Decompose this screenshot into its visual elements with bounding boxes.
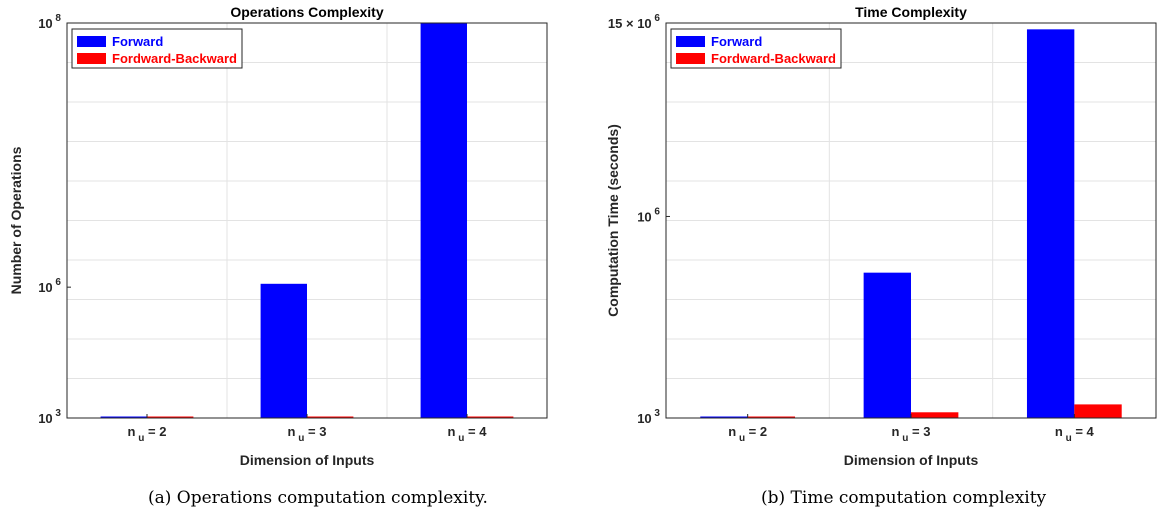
chart-time-complexity: n u = 2 n u = 3 n u = 4 10 3 10 6 15 × 10 6 Ti… [583,0,1166,485]
chart-svg-operations: n u = 2 n u = 3 n u = 4 10 3 10 6 10 8 Operati… [8,4,548,468]
grid [666,23,1156,418]
bar-forward-1 [700,416,748,418]
y-tick-label: 15 × 10 6 [608,13,661,31]
bar-fordward-backward-3 [1074,404,1122,418]
x-tick-label: n u = 2 [728,424,767,444]
bar-fordward-backward-2 [911,412,959,418]
x-tick-label: n u = 4 [448,424,488,444]
x-tick-label: n u = 3 [288,424,327,444]
y-tick-label: 10 6 [38,277,61,295]
bar-fordward-backward-3 [467,416,514,418]
y-tick-label: 10 6 [637,206,660,224]
legend-swatch-fordward-backward [77,53,106,64]
chart-title: Time Complexity [855,4,967,20]
legend-swatch-forward [77,36,106,47]
legend-swatch-forward [676,36,705,47]
bar-forward-2 [260,283,307,418]
caption-operations: (a) Operations computation complexity. [148,488,488,508]
chart-operations-complexity: n u = 2 n u = 3 n u = 4 10 3 10 6 10 8 Operati… [0,0,583,485]
chart-title: Operations Complexity [230,4,383,20]
x-axis-label: Dimension of Inputs [240,452,375,468]
x-tick-label: n u = 4 [1055,424,1095,444]
series-forward [700,29,1075,419]
legend: Forward Fordward-Backward [71,28,243,69]
legend-label-forward: Forward [112,34,163,49]
bar-forward-3 [420,23,467,418]
series-fordward-backward [747,404,1122,418]
legend-label-fordward-backward: Fordward-Backward [112,51,237,66]
series-fordward-backward [147,416,514,418]
x-tick-label: n u = 3 [892,424,931,444]
bar-fordward-backward-2 [307,416,354,418]
bar-fordward-backward-1 [147,416,194,418]
bar-forward-3 [1026,29,1075,419]
legend-label-forward: Forward [711,34,762,49]
y-tick-label: 10 8 [38,13,61,31]
y-axis-label: Number of Operations [8,146,24,294]
y-axis-label: Computation Time (seconds) [605,124,621,317]
y-tick-label: 10 3 [637,408,660,426]
legend-swatch-fordward-backward [676,53,705,64]
chart-svg-time: n u = 2 n u = 3 n u = 4 10 3 10 6 15 × 10 6 Ti… [605,4,1157,468]
bar-forward-1 [100,416,147,418]
caption-time: (b) Time computation complexity [761,488,1047,508]
bar-fordward-backward-1 [747,416,796,418]
x-axis-label: Dimension of Inputs [844,452,979,468]
legend-label-fordward-backward: Fordward-Backward [711,51,836,66]
x-tick-label: n u = 2 [128,424,167,444]
legend: Forward Fordward-Backward [670,28,842,69]
y-tick-label: 10 3 [38,408,61,426]
bar-forward-2 [863,272,911,418]
series-forward [100,23,467,418]
